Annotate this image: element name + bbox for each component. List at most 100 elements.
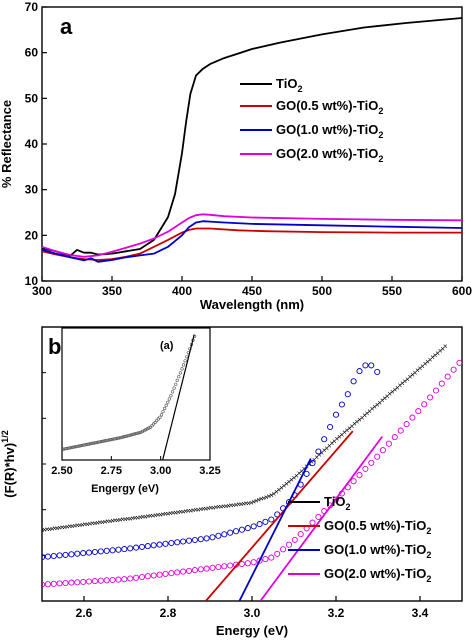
panel-b-data-point-go10 bbox=[344, 391, 351, 398]
inset-data-point bbox=[69, 445, 74, 450]
panel-b-data-point-go05: × bbox=[161, 510, 166, 519]
panel-b-data-point-go20 bbox=[203, 565, 210, 572]
inset-data-point bbox=[95, 440, 99, 445]
panel-b-data-point-go20 bbox=[74, 579, 81, 586]
inset-data-point bbox=[62, 447, 64, 451]
panel-b-data-point-go05: × bbox=[118, 516, 123, 525]
panel-b-data-point-go05: × bbox=[90, 519, 95, 528]
panel-b-data-point-go05: × bbox=[309, 458, 314, 467]
panel-b-data-point-go05: × bbox=[166, 509, 171, 518]
inset-data-point bbox=[174, 382, 178, 386]
panel-b-data-point-go05: × bbox=[186, 507, 191, 516]
panel-b-data-point-go10 bbox=[315, 448, 322, 455]
panel-b-data-point-go10 bbox=[309, 460, 316, 467]
panel-b-data-point-go10 bbox=[262, 518, 269, 525]
panel-a-x-axis-label: Wavelength (nm) bbox=[200, 297, 304, 312]
inset-data-point bbox=[128, 433, 132, 437]
panel-b-data-point-go05: × bbox=[50, 524, 55, 533]
panel-b-data-point-go05: × bbox=[312, 455, 317, 464]
panel-b-data-point-go20 bbox=[444, 373, 451, 380]
panel-b-data-point-go10 bbox=[44, 553, 51, 560]
panel-b-data-point-go20 bbox=[315, 513, 322, 520]
panel-b-data-point-go20 bbox=[262, 556, 269, 563]
panel-b-data-point-go05: × bbox=[72, 521, 77, 530]
inset-data-point bbox=[96, 440, 100, 444]
inset-data-point bbox=[131, 432, 135, 437]
panel-b-data-point-go05: × bbox=[219, 502, 224, 511]
panel-b-data-point-go10 bbox=[327, 423, 334, 431]
panel-b-data-point-go05: × bbox=[266, 492, 271, 501]
panel-b-data-point-go20 bbox=[268, 554, 275, 561]
panel-a-y-tick-label: 30 bbox=[25, 183, 39, 197]
panel-b-data-point-go05: × bbox=[254, 497, 259, 506]
inset-data-point bbox=[93, 441, 97, 445]
panel-b-data-point-go05: × bbox=[322, 446, 327, 455]
inset-data-point bbox=[185, 355, 189, 359]
panel-b-data-point-go20 bbox=[456, 359, 462, 366]
panel-b-x-tick-label: 2.8 bbox=[160, 606, 177, 620]
panel-a-series-line-go20 bbox=[41, 213, 463, 258]
panel-b-data-point-go05: × bbox=[57, 523, 62, 532]
panel-b-data-point-go20 bbox=[127, 575, 134, 582]
panel-b-data-point-go05: × bbox=[229, 501, 234, 510]
inset-data-point bbox=[88, 442, 92, 446]
panel-b-data-point-go10 bbox=[374, 368, 381, 375]
panel-a-series-line-go05 bbox=[41, 227, 462, 261]
panel-b-data-point-go05: × bbox=[128, 514, 133, 523]
panel-b-data-point-go05: × bbox=[289, 476, 294, 485]
panel-b-data-point-go05: × bbox=[83, 520, 88, 529]
panel-b-data-point-go05: × bbox=[188, 506, 193, 515]
panel-b-data-point-go20 bbox=[156, 571, 163, 578]
panel-b-data-point-go05: × bbox=[221, 502, 226, 511]
panel-b-data-point-go05: × bbox=[125, 515, 130, 524]
panel-b-data-point-go20 bbox=[450, 366, 457, 373]
inset-data-point bbox=[140, 429, 145, 434]
legend-text: TiO bbox=[276, 76, 297, 91]
panel-b-data-point-go05: × bbox=[370, 405, 375, 414]
inset-data-point bbox=[109, 438, 113, 442]
inset-data-point bbox=[77, 444, 81, 448]
inset-data-point bbox=[112, 437, 116, 441]
panel-b-data-point-go05: × bbox=[191, 506, 196, 515]
panel-b-data-point-go05: × bbox=[75, 521, 80, 530]
panel-b-data-point-go05: × bbox=[98, 518, 103, 527]
panel-b-data-point-go05: × bbox=[52, 524, 57, 533]
inset-data-point bbox=[62, 447, 66, 451]
panel-b-y-axis-label-sup: 1/2 bbox=[0, 430, 10, 443]
panel-b-data-point-go10 bbox=[256, 521, 263, 528]
panel-b-data-point-go05: × bbox=[120, 515, 125, 524]
inset-data-point bbox=[136, 431, 140, 435]
panel-b-data-point-go05: × bbox=[329, 439, 334, 448]
panel-b-data-point-go05: × bbox=[249, 498, 254, 507]
panel-b-data-point-go05: × bbox=[65, 522, 70, 531]
inset-data-point bbox=[85, 442, 89, 447]
panel-b-data-point-go20 bbox=[332, 496, 340, 503]
panel-b-data-point-go05: × bbox=[47, 525, 52, 534]
inset-data-point bbox=[98, 440, 102, 444]
panel-b-data-point-go05: × bbox=[390, 388, 395, 397]
panel-b-data-point-go05: × bbox=[80, 520, 85, 529]
panel-b-data-point-go20 bbox=[115, 576, 122, 583]
panel-b-data-point-go05: × bbox=[410, 371, 415, 380]
panel-b-data-point-go10 bbox=[133, 544, 140, 551]
inset-data-point bbox=[120, 435, 124, 439]
panel-b-data-point-go05: × bbox=[362, 411, 367, 420]
legend-text: GO(0.5 wt%)-TiO bbox=[276, 98, 378, 113]
panel-b-data-point-go20 bbox=[238, 560, 245, 568]
panel-b-data-point-go10 bbox=[97, 548, 104, 555]
panel-b-data-point-go20 bbox=[415, 408, 422, 415]
panel-b-data-point-go05: × bbox=[413, 368, 418, 377]
panel-b-data-point-go20 bbox=[256, 557, 263, 564]
panel-b-data-point-go20 bbox=[62, 579, 69, 587]
panel-b-data-point-go20 bbox=[191, 567, 198, 574]
inset-data-point bbox=[166, 400, 170, 404]
panel-b-data-point-go10 bbox=[42, 554, 46, 561]
panel-b-data-point-go05: × bbox=[380, 396, 385, 405]
panel-b-data-point-go05: × bbox=[438, 347, 443, 356]
panel-b-data-point-go20 bbox=[356, 472, 363, 479]
panel-b-data-point-go05: × bbox=[418, 364, 423, 373]
inset-data-point bbox=[169, 394, 173, 398]
panel-b-legend-label-go05: GO(0.5 wt%)-TiO2 bbox=[324, 518, 431, 536]
inset-data-point bbox=[147, 426, 151, 430]
panel-b-data-point-go05: × bbox=[375, 400, 380, 409]
